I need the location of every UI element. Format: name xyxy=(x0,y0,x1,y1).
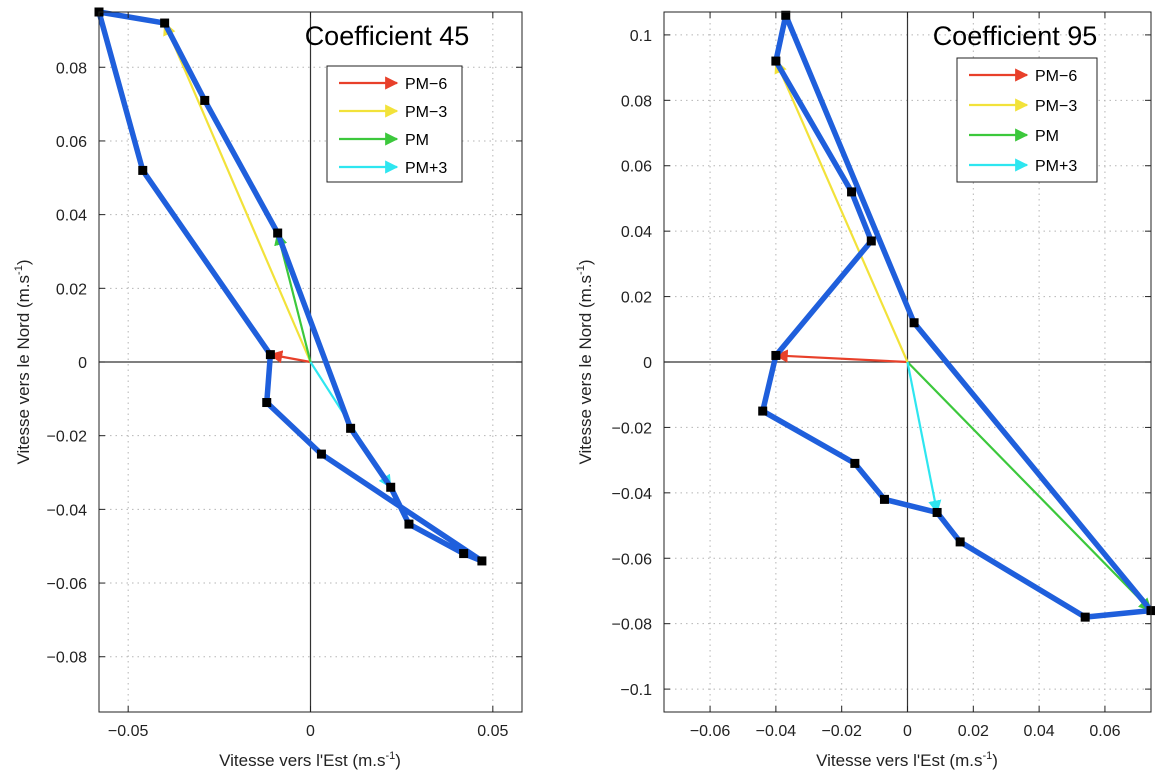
ticks: −0.05 0 0.05 −0.08 −0.06 −0.04 −0.02 0 0.02 0.04 0… xyxy=(47,12,522,740)
y-tick-label: 0.04 xyxy=(56,208,87,225)
x-tick-label: 0.06 xyxy=(1089,723,1120,740)
chart-title: Coefficient 45 xyxy=(305,21,470,51)
hodograph-point xyxy=(771,56,781,66)
hodograph-point xyxy=(316,449,326,459)
hodograph-line xyxy=(96,9,485,564)
x-tick-label: 0.02 xyxy=(958,723,989,740)
legend-label: PM xyxy=(1035,128,1059,145)
hodograph-point xyxy=(138,165,148,175)
hodograph xyxy=(758,10,1155,622)
x-tick-label: 0 xyxy=(306,723,315,740)
chart-coefficient-45: −0.05 0 0.05 −0.08 −0.06 −0.04 −0.02 0 0.02 0.04 0… xyxy=(13,7,523,770)
y-axis-label: Vitesse vers le Nord (m.s-1) xyxy=(575,259,595,464)
chart-coefficient-95: −0.06 −0.04 −0.02 0 0.02 0.04 0.06 −0.1 −0.08 −0.… xyxy=(575,10,1155,770)
x-tick-label: 0.04 xyxy=(1024,723,1055,740)
y-tick-label: 0.04 xyxy=(621,224,652,241)
current-vectors xyxy=(774,59,1152,612)
legend-label: PM−6 xyxy=(405,76,447,93)
y-tick-label: −0.08 xyxy=(47,650,88,667)
hodograph-point xyxy=(477,556,487,566)
hodograph-point xyxy=(160,18,170,28)
vector-pm-3 xyxy=(163,21,312,363)
hodograph-point xyxy=(932,507,942,517)
hodograph-point xyxy=(386,482,396,492)
hodograph-point xyxy=(909,318,919,328)
x-tick-label: 0.05 xyxy=(477,723,508,740)
hodograph-point xyxy=(781,10,791,20)
y-tick-label: 0.06 xyxy=(56,134,87,151)
y-tick-label: 0.02 xyxy=(621,290,652,307)
vector-pm-3 xyxy=(906,361,942,514)
y-axis-label: Vitesse vers le Nord (m.s-1) xyxy=(13,259,33,464)
hodograph-point xyxy=(771,350,781,360)
hodograph-point xyxy=(1080,612,1090,622)
hodograph-point xyxy=(459,549,469,559)
vector-pm-6 xyxy=(269,350,311,364)
hodograph-point xyxy=(346,423,356,433)
y-tick-label: 0.1 xyxy=(630,28,652,45)
y-tick-label: −0.04 xyxy=(47,502,88,519)
hodograph-point xyxy=(262,398,272,408)
hodograph-point xyxy=(200,95,210,105)
y-tick-label: 0 xyxy=(78,355,87,372)
legend-items: PM−6 PM−3 PM PM+3 xyxy=(969,68,1077,175)
legend-label: PM−3 xyxy=(1035,98,1077,115)
legend-label: PM−3 xyxy=(405,104,447,121)
y-tick-label: −0.02 xyxy=(612,420,653,437)
legend-label: PM+3 xyxy=(1035,158,1077,175)
legend-items: PM−6 PM−3 PM PM+3 xyxy=(339,76,447,177)
x-axis-label: Vitesse vers l'Est (m.s-1) xyxy=(219,750,401,770)
chart-title: Coefficient 95 xyxy=(933,21,1098,51)
ticks: −0.06 −0.04 −0.02 0 0.02 0.04 0.06 −0.1 −0.08 −0.… xyxy=(612,12,1151,740)
x-tick-label: −0.05 xyxy=(108,723,149,740)
y-tick-label: 0.06 xyxy=(621,159,652,176)
y-tick-label: −0.02 xyxy=(47,429,88,446)
x-tick-label: −0.02 xyxy=(821,723,862,740)
hodograph-line xyxy=(759,12,1154,620)
hodograph-point xyxy=(955,537,965,547)
hodograph-point xyxy=(850,458,860,468)
legend-label: PM xyxy=(405,132,429,149)
vector-pm-3 xyxy=(774,59,909,363)
legend-label: PM−6 xyxy=(1035,68,1077,85)
y-tick-label: 0.08 xyxy=(621,93,652,110)
hodograph-point xyxy=(758,406,768,416)
y-tick-label: −0.06 xyxy=(47,576,88,593)
x-tick-label: −0.06 xyxy=(690,723,731,740)
legend: PM−6 PM−3 PM PM+3 xyxy=(956,57,1098,183)
y-tick-label: 0.08 xyxy=(56,60,87,77)
y-tick-label: −0.04 xyxy=(612,486,653,503)
hodograph-point xyxy=(847,187,857,197)
vector-pm-6 xyxy=(774,349,908,364)
x-tick-label: −0.04 xyxy=(756,723,797,740)
vector-pm xyxy=(906,361,1152,612)
hodograph-point xyxy=(879,494,889,504)
hodograph-point xyxy=(404,519,414,529)
y-tick-label: −0.1 xyxy=(620,682,652,699)
y-tick-label: −0.06 xyxy=(612,551,653,568)
hodograph-point xyxy=(273,228,283,238)
legend: PM−6 PM−3 PM PM+3 xyxy=(326,65,463,183)
hodograph-point xyxy=(866,236,876,246)
x-tick-label: 0 xyxy=(903,723,912,740)
y-tick-label: −0.08 xyxy=(612,617,653,634)
hodograph-point xyxy=(265,350,275,360)
legend-label: PM+3 xyxy=(405,160,447,177)
x-axis-label: Vitesse vers l'Est (m.s-1) xyxy=(816,750,998,770)
y-tick-label: 0.02 xyxy=(56,281,87,298)
y-tick-label: 0 xyxy=(643,355,652,372)
